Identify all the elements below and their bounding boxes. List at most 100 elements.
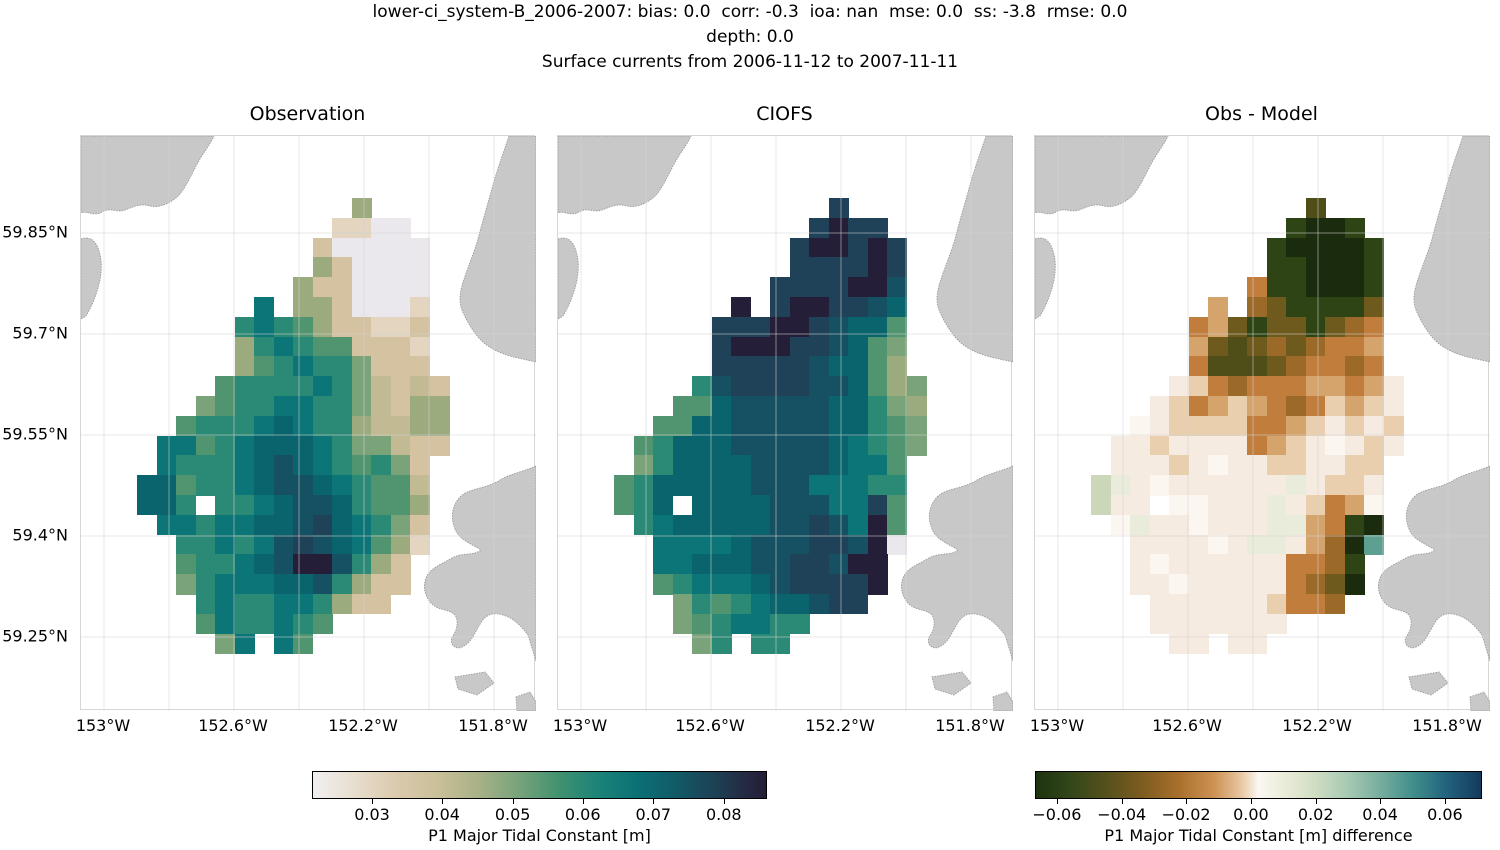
heatmap-cell (887, 495, 907, 516)
landmass (1035, 237, 1056, 320)
heatmap-cell (1305, 396, 1326, 417)
heatmap-cell (273, 435, 294, 456)
heatmap-cell (789, 297, 810, 318)
heatmap-cell (1325, 594, 1345, 615)
heatmap-cell (293, 455, 313, 476)
heatmap-cell (351, 514, 372, 536)
heatmap-cell (1266, 316, 1287, 338)
heatmap-cell (809, 336, 829, 357)
heatmap-cell (672, 594, 693, 615)
heatmap-cell (887, 257, 907, 278)
heatmap-cell (390, 554, 411, 575)
heatmap-cell (332, 356, 352, 377)
heatmap-cell (1227, 316, 1248, 338)
heatmap-cell (1149, 514, 1170, 536)
heatmap-cell (1325, 475, 1345, 496)
heatmap-cell (1305, 415, 1326, 437)
heatmap-cell (273, 376, 294, 397)
heatmap-cell (906, 435, 927, 456)
heatmap-cell (828, 336, 849, 357)
heatmap-cell (1130, 455, 1150, 476)
heatmap-cell (351, 277, 372, 298)
heatmap-cell (293, 594, 313, 615)
heatmap-cell (195, 396, 216, 417)
colorbar-tick (723, 799, 725, 804)
heatmap-cell (195, 415, 216, 437)
heatmap-cell (672, 613, 693, 635)
heatmap-cell (429, 435, 450, 456)
heatmap-cell (410, 237, 430, 258)
heatmap-cell (1364, 435, 1384, 456)
heatmap-cell (653, 514, 673, 536)
heatmap-cell (848, 534, 868, 555)
heatmap-cell (789, 257, 810, 278)
heatmap-cell (867, 514, 888, 536)
heatmap-cell (750, 396, 771, 417)
heatmap-cell (1149, 574, 1170, 595)
heatmap-cell (1188, 495, 1209, 516)
heatmap-cell (1286, 554, 1306, 575)
heatmap-cell (1364, 475, 1384, 496)
gridlines (1035, 136, 1490, 711)
heatmap-cell (828, 514, 849, 536)
heatmap-cell (1188, 475, 1209, 496)
heatmap-cell (711, 514, 732, 536)
heatmap-cell (1227, 336, 1248, 357)
heatmap-cell (809, 435, 829, 456)
heatmap-cell (731, 415, 751, 437)
heatmap-cell (789, 356, 810, 377)
heatmap-cell (731, 574, 751, 595)
heatmap-cell (410, 415, 430, 437)
heatmap-cell (215, 594, 235, 615)
heatmap-cell (293, 435, 313, 456)
heatmap-cell (273, 554, 294, 575)
heatmap-cell (1227, 594, 1248, 615)
heatmap-cell (1169, 534, 1189, 555)
heatmap-cell (809, 297, 829, 318)
heatmap-cell (633, 514, 654, 536)
heatmap-cell (332, 277, 352, 298)
heatmap-cell (692, 455, 712, 476)
heatmap-cell (750, 574, 771, 595)
heatmap-cell (234, 613, 255, 635)
y-tick-label: 59.55°N (2, 424, 68, 444)
heatmap-cell (1344, 316, 1365, 338)
heatmap-cell (332, 455, 352, 476)
heatmap-cell (711, 455, 732, 476)
heatmap-cell (332, 594, 352, 615)
heatmap-cell (176, 574, 196, 595)
heatmap-cell (750, 455, 771, 476)
heatmap-cell (692, 396, 712, 417)
heatmap-cell (770, 514, 790, 536)
heatmap-cell (1364, 356, 1384, 377)
colorbar-axis-label: P1 Major Tidal Constant [m] (428, 826, 651, 845)
heatmap-cell (1286, 514, 1306, 536)
heatmap-cell (1188, 574, 1209, 595)
landmass (1377, 465, 1490, 662)
heatmap-cell (332, 297, 352, 318)
gridlines (81, 136, 536, 711)
heatmap-cell (789, 316, 810, 338)
heatmap-cell (1208, 495, 1228, 516)
heatmap-cell (1286, 435, 1306, 456)
landmass (900, 465, 1013, 662)
heatmap-cell (429, 376, 450, 397)
heatmap-cell (887, 435, 907, 456)
heatmap-cell (711, 356, 732, 377)
heatmap-cell (770, 396, 790, 417)
heatmap-cell (1130, 574, 1150, 595)
heatmap-cell (410, 534, 430, 555)
heatmap-cell (750, 554, 771, 575)
heatmap-cell (867, 534, 888, 555)
heatmap-cell (750, 594, 771, 615)
heatmap-cell (1208, 336, 1228, 357)
heatmap-cell (351, 316, 372, 338)
heatmap-cell (1305, 316, 1326, 338)
x-tick-label: 152.6°W (1152, 716, 1222, 735)
heatmap-cell (828, 455, 849, 476)
heatmap-cell (1110, 495, 1131, 516)
heatmap-cell (156, 455, 177, 476)
heatmap-cell (750, 336, 771, 357)
map-obs-minus-model (1034, 135, 1490, 711)
heatmap-cell (828, 198, 849, 219)
